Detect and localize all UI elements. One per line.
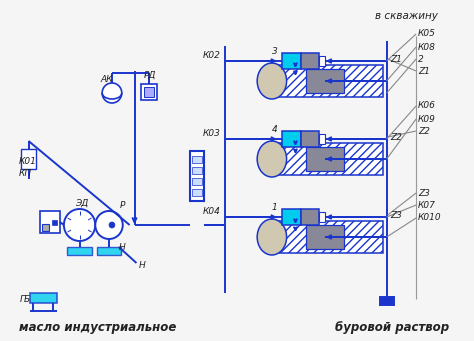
Text: ГБ: ГБ <box>20 296 31 305</box>
Text: К09: К09 <box>418 115 436 123</box>
Text: К08: К08 <box>418 43 436 51</box>
Text: Ζ3: Ζ3 <box>391 210 402 220</box>
Text: К05: К05 <box>418 30 436 39</box>
Circle shape <box>102 83 122 103</box>
Text: АК: АК <box>100 74 113 84</box>
Text: 4: 4 <box>272 124 278 133</box>
Bar <box>272 143 383 175</box>
Text: К04: К04 <box>203 207 221 216</box>
Bar <box>29 293 57 303</box>
Bar <box>145 87 154 97</box>
Text: КП: КП <box>19 168 32 178</box>
Ellipse shape <box>257 219 287 255</box>
Text: К010: К010 <box>418 213 442 222</box>
Circle shape <box>109 222 115 228</box>
Text: Н: Н <box>138 261 145 269</box>
Bar <box>282 209 301 225</box>
Bar <box>192 189 202 196</box>
Bar <box>301 53 319 69</box>
Text: К02: К02 <box>203 50 221 59</box>
Ellipse shape <box>257 63 287 99</box>
Text: буровой раствор: буровой раствор <box>335 321 449 333</box>
Bar <box>141 84 157 100</box>
Ellipse shape <box>257 141 287 177</box>
Circle shape <box>64 209 95 241</box>
Text: Ζ1: Ζ1 <box>418 66 430 75</box>
Text: 2: 2 <box>418 55 424 63</box>
Bar <box>272 221 383 253</box>
Text: К01: К01 <box>19 157 36 165</box>
Bar <box>192 156 202 163</box>
Bar <box>306 69 344 93</box>
Bar <box>319 56 325 66</box>
Text: Ζ2: Ζ2 <box>418 127 430 135</box>
Text: Ζ3: Ζ3 <box>418 189 430 197</box>
Circle shape <box>95 211 123 239</box>
Text: К06: К06 <box>418 102 436 110</box>
Bar <box>282 131 301 147</box>
Text: К07: К07 <box>418 201 436 209</box>
Text: 1: 1 <box>272 203 278 211</box>
Text: Ζ2: Ζ2 <box>391 133 402 142</box>
Bar <box>21 149 36 169</box>
Bar <box>301 209 319 225</box>
Bar <box>306 147 344 171</box>
Bar <box>191 151 204 201</box>
Text: РД: РД <box>143 71 156 79</box>
Text: К03: К03 <box>203 129 221 137</box>
Bar <box>192 178 202 185</box>
Bar <box>319 134 325 144</box>
Bar <box>282 53 301 69</box>
Text: Н: Н <box>119 242 126 252</box>
Bar <box>42 224 49 231</box>
Bar <box>40 211 60 233</box>
Text: масло индустриальное: масло индустриальное <box>18 321 176 333</box>
Bar <box>192 167 202 174</box>
Bar <box>52 220 57 225</box>
Text: Ζ1: Ζ1 <box>391 55 402 63</box>
Text: 3: 3 <box>272 46 278 56</box>
Text: Р: Р <box>119 201 125 209</box>
Text: в скважину: в скважину <box>375 11 438 21</box>
Bar <box>306 225 344 249</box>
Bar <box>380 297 393 305</box>
Bar <box>272 65 383 97</box>
Bar <box>319 212 325 222</box>
Bar <box>67 247 92 255</box>
Bar <box>301 131 319 147</box>
Text: ЭД: ЭД <box>75 198 88 208</box>
Bar <box>97 247 121 255</box>
